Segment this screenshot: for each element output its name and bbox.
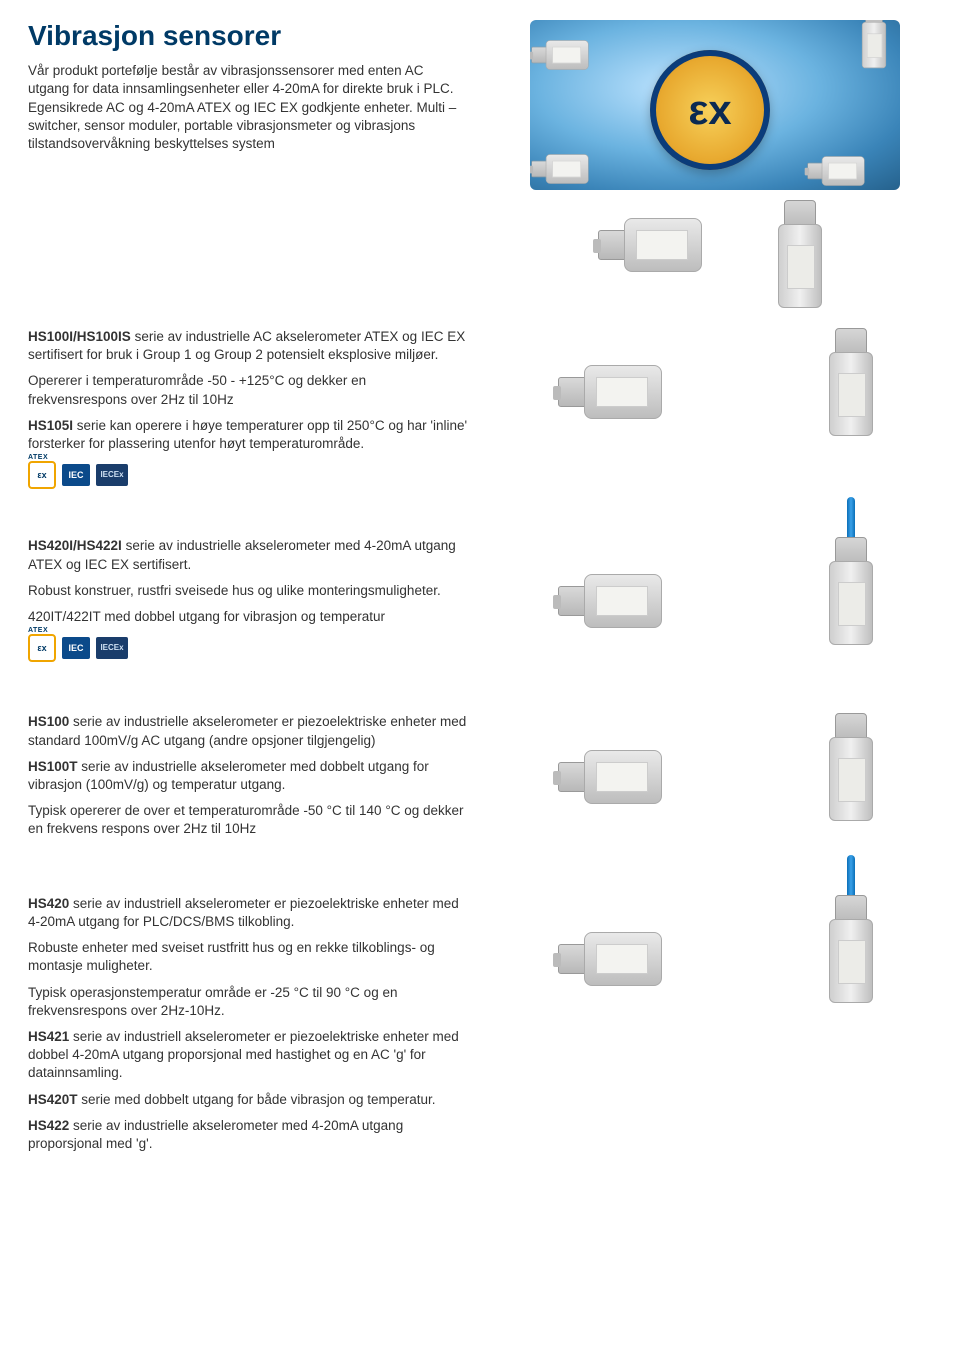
lead-bold: HS422 bbox=[28, 1118, 69, 1133]
lead-rest: serie av industriell akselerometer er pi… bbox=[28, 896, 459, 929]
section-hs420: HS420 serie av industriell akselerometer… bbox=[28, 895, 932, 1162]
iec-badge-icon: IEC bbox=[62, 637, 90, 659]
lead-bold: HS420 bbox=[28, 896, 69, 911]
section-hs420i: HS420I/HS422I serie av industrielle akse… bbox=[28, 537, 932, 665]
lead-bold: HS100 bbox=[28, 714, 69, 729]
section-images bbox=[468, 537, 932, 665]
lead-bold: HS100I/HS100IS bbox=[28, 329, 131, 344]
lead-bold: HS105I bbox=[28, 418, 73, 433]
para: HS420 serie av industriell akselerometer… bbox=[28, 895, 468, 931]
hero-left: Vibrasjon sensorer Vår produkt portefølj… bbox=[28, 20, 468, 173]
lead-rest: serie av industrielle akselerometer er p… bbox=[28, 714, 466, 747]
para: HS105I serie kan operere i høye temperat… bbox=[28, 417, 468, 453]
para: 420IT/422IT med dobbel utgang for vibras… bbox=[28, 608, 468, 626]
para: Typisk operasjonstemperatur område er -2… bbox=[28, 984, 468, 1020]
ex-badge-icon: εx bbox=[650, 50, 770, 170]
para: HS100I/HS100IS serie av industrielle AC … bbox=[28, 328, 468, 364]
para: HS422 serie av industrielle akseleromete… bbox=[28, 1117, 468, 1153]
page-intro: Vår produkt portefølje består av vibrasj… bbox=[28, 62, 458, 153]
section-hs100i: HS100I/HS100IS serie av industrielle AC … bbox=[28, 328, 932, 489]
atex-badge-icon: εx bbox=[28, 634, 56, 662]
sensor-top-cable-image bbox=[815, 537, 887, 665]
para: Opererer i temperaturområde -50 - +125°C… bbox=[28, 372, 468, 408]
sensor-top-image bbox=[815, 328, 887, 456]
lead-bold: HS100T bbox=[28, 759, 78, 774]
lead-bold: HS421 bbox=[28, 1029, 69, 1044]
section-text: HS100 serie av industrielle akseleromete… bbox=[28, 713, 468, 846]
page-title: Vibrasjon sensorer bbox=[28, 20, 468, 52]
hero-row: Vibrasjon sensorer Vår produkt portefølj… bbox=[28, 20, 932, 328]
lead-rest: serie kan operere i høye temperaturer op… bbox=[28, 418, 467, 451]
lead-bold: HS420T bbox=[28, 1092, 78, 1107]
section-text: HS100I/HS100IS serie av industrielle AC … bbox=[28, 328, 468, 489]
para: HS100T serie av industrielle akseleromet… bbox=[28, 758, 468, 794]
hero-under-images bbox=[594, 200, 836, 328]
atex-badge-icon: εx bbox=[28, 461, 56, 489]
iecex-badge-icon: IECEx bbox=[96, 637, 128, 659]
para: Robuste enheter med sveiset rustfritt hu… bbox=[28, 939, 468, 975]
section-text: HS420I/HS422I serie av industrielle akse… bbox=[28, 537, 468, 662]
section-images bbox=[468, 895, 932, 1023]
para: HS420I/HS422I serie av industrielle akse… bbox=[28, 537, 468, 573]
section-images bbox=[468, 328, 932, 456]
para: HS421 serie av industriell akselerometer… bbox=[28, 1028, 468, 1083]
lead-rest: serie av industrielle akselerometer med … bbox=[28, 759, 429, 792]
para: HS100 serie av industrielle akseleromete… bbox=[28, 713, 468, 749]
header-composite-image: εx bbox=[530, 20, 900, 190]
sensor-top-cable-image bbox=[815, 895, 887, 1023]
section-images bbox=[468, 713, 932, 841]
iecex-badge-icon: IECEx bbox=[96, 464, 128, 486]
sensor-side-image bbox=[554, 732, 684, 822]
cert-badges: εx IEC IECEx bbox=[28, 461, 468, 489]
hero-right: εx bbox=[468, 20, 932, 328]
lead-bold: HS420I/HS422I bbox=[28, 538, 122, 553]
para: HS420T serie med dobbelt utgang for både… bbox=[28, 1091, 468, 1109]
sensor-side-image bbox=[554, 914, 684, 1004]
sensor-side-image bbox=[554, 347, 684, 437]
sensor-side-image bbox=[594, 200, 724, 290]
section-hs100: HS100 serie av industrielle akseleromete… bbox=[28, 713, 932, 846]
iec-badge-icon: IEC bbox=[62, 464, 90, 486]
sensor-side-image bbox=[554, 556, 684, 646]
cert-badges: εx IEC IECEx bbox=[28, 634, 468, 662]
lead-rest: serie med dobbelt utgang for både vibras… bbox=[78, 1092, 436, 1107]
lead-rest: serie av industrielle akselerometer med … bbox=[28, 1118, 403, 1151]
sensor-top-image bbox=[815, 713, 887, 841]
sensor-top-image bbox=[764, 200, 836, 328]
para: Typisk opererer de over et temperaturomr… bbox=[28, 802, 468, 838]
para: Robust konstruer, rustfri sveisede hus o… bbox=[28, 582, 468, 600]
section-text: HS420 serie av industriell akselerometer… bbox=[28, 895, 468, 1162]
lead-rest: serie av industriell akselerometer er pi… bbox=[28, 1029, 459, 1080]
